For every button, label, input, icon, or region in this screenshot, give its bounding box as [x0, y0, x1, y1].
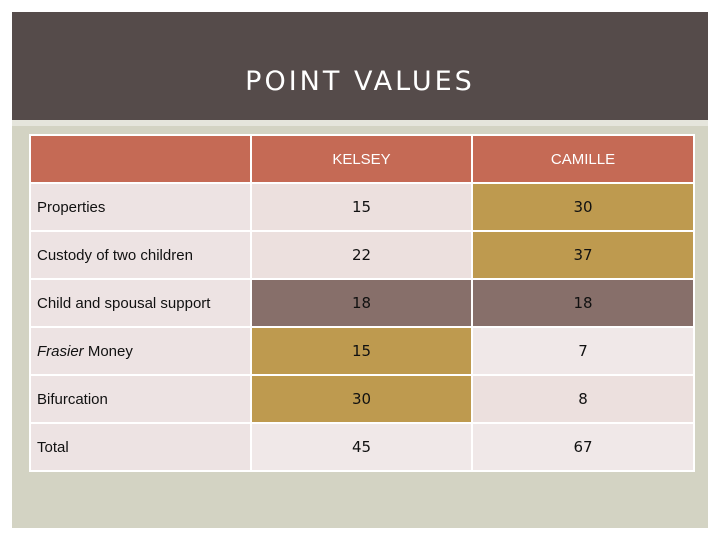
- table-header-row: KELSEY CAMILLE: [29, 134, 695, 184]
- camille-value: 8: [471, 374, 695, 424]
- header-cell-camille: CAMILLE: [471, 134, 695, 184]
- table-row: Total 45 67: [29, 422, 695, 472]
- kelsey-value: 30: [250, 374, 473, 424]
- page-title: POINT VALUES: [245, 66, 475, 97]
- kelsey-value: 15: [250, 182, 473, 232]
- kelsey-value: 22: [250, 230, 473, 280]
- row-label-text: Bifurcation: [37, 390, 108, 408]
- header-cell-kelsey: KELSEY: [250, 134, 473, 184]
- kelsey-value: 45: [250, 422, 473, 472]
- row-label-text: Child and spousal support: [37, 294, 211, 312]
- camille-value: 67: [471, 422, 695, 472]
- header-cell-blank: [29, 134, 252, 184]
- row-label-text: Properties: [37, 198, 106, 216]
- row-label: Custody of two children: [29, 230, 252, 280]
- table-row: Properties 15 30: [29, 182, 695, 232]
- kelsey-value: 18: [250, 278, 473, 328]
- row-label-text: Custody of two children: [37, 246, 193, 264]
- kelsey-value: 15: [250, 326, 473, 376]
- title-bar: POINT VALUES: [12, 12, 708, 120]
- table-row: Custody of two children 22 37: [29, 230, 695, 280]
- point-values-table: KELSEY CAMILLE Properties 15 30 Custody …: [29, 134, 695, 472]
- row-label-text: Money: [83, 342, 133, 360]
- camille-value: 30: [471, 182, 695, 232]
- camille-value: 18: [471, 278, 695, 328]
- camille-value: 37: [471, 230, 695, 280]
- row-label: Properties: [29, 182, 252, 232]
- row-label: Bifurcation: [29, 374, 252, 424]
- row-label-italic: Frasier: [37, 342, 84, 360]
- table-row: Child and spousal support 18 18: [29, 278, 695, 328]
- table-row: Bifurcation 30 8: [29, 374, 695, 424]
- title-divider: [12, 120, 708, 126]
- row-label-text: Total: [37, 438, 69, 456]
- table-row: Frasier Money 15 7: [29, 326, 695, 376]
- row-label: Total: [29, 422, 252, 472]
- row-label: Frasier Money: [29, 326, 252, 376]
- camille-value: 7: [471, 326, 695, 376]
- row-label: Child and spousal support: [29, 278, 252, 328]
